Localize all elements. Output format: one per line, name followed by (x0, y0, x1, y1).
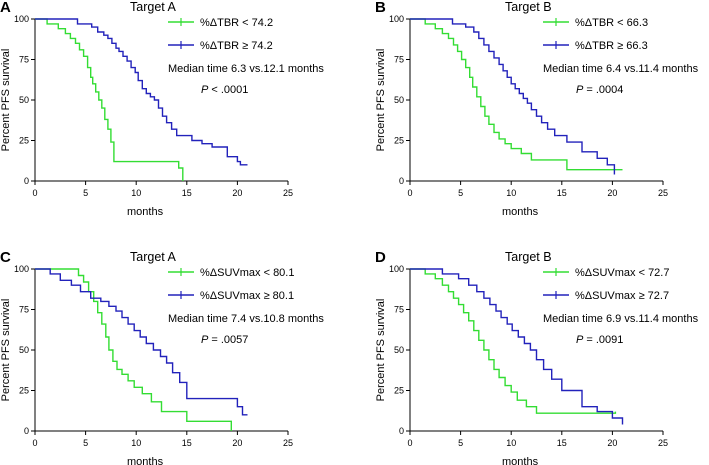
x-tick-label-b: 10 (506, 188, 516, 198)
x-tick-label-c: 5 (83, 438, 88, 448)
x-tick-label-c: 25 (283, 438, 293, 448)
y-tick-label-a: 50 (19, 95, 29, 105)
legend-label-a-2: %ΔTBR ≥ 74.2 (200, 40, 273, 52)
y-tick-label-a: 75 (19, 55, 29, 65)
panel-c: C Target A 0 5 10 15 20 25 0 25 50 75 100 months Perce… (0, 249, 324, 465)
y-axis-label-c: Percent PFS survival (0, 299, 12, 402)
x-tick-label-c: 10 (131, 438, 141, 448)
x-tick-label-d: 25 (658, 438, 668, 448)
panel-letter-c: C (0, 249, 11, 266)
y-tick-label-b: 100 (389, 14, 404, 24)
y-axis-label-d: Percent PFS survival (375, 299, 387, 402)
y-tick-label-d: 25 (394, 386, 404, 396)
median-annotation-b: Median time 6.4 vs.11.4 months (543, 63, 699, 75)
legend-label-b-2: %ΔTBR ≥ 66.3 (575, 40, 648, 52)
y-tick-label-c: 100 (14, 264, 29, 274)
y-tick-label-b: 75 (394, 55, 404, 65)
legend-label-c-2: %ΔSUVmax ≥ 80.1 (200, 290, 294, 302)
y-tick-label-c: 75 (19, 305, 29, 315)
p-value-annotation-d: P = .0091 (576, 334, 623, 346)
legend-label-a-1: %ΔTBR < 74.2 (200, 17, 273, 29)
survival-curve-a-1 (35, 18, 184, 181)
x-tick-label-d: 15 (557, 438, 567, 448)
x-tick-label-b: 0 (407, 188, 412, 198)
panel-title-c: Target A (130, 250, 177, 264)
p-value-b: = .0004 (583, 84, 623, 96)
legend-label-b-1: %ΔTBR < 66.3 (575, 17, 648, 29)
x-tick-label-c: 20 (232, 438, 242, 448)
panel-b: B Target B 0 5 10 15 20 25 0 25 50 75 100 months Perce… (375, 0, 699, 218)
survival-curve-b-1 (410, 18, 623, 171)
p-value-annotation-a: P < .0001 (201, 84, 248, 96)
y-tick-label-b: 50 (394, 95, 404, 105)
median-annotation-c: Median time 7.4 vs.10.8 months (168, 313, 324, 325)
survival-curve-d-1 (410, 268, 617, 414)
x-tick-label-a: 20 (232, 188, 242, 198)
y-tick-label-d: 0 (399, 426, 404, 436)
panel-letter-b: B (375, 0, 386, 16)
p-label-c: P (201, 334, 209, 346)
panel-d: D Target B 0 5 10 15 20 25 0 25 50 75 100 months Perce… (375, 249, 699, 465)
x-axis-label-c: months (127, 456, 164, 465)
y-tick-label-d: 75 (394, 305, 404, 315)
p-value-annotation-c: P = .0057 (201, 334, 248, 346)
panel-title-a: Target A (130, 0, 177, 14)
median-annotation-a: Median time 6.3 vs.12.1 months (168, 63, 324, 75)
panel-letter-a: A (0, 0, 11, 16)
p-value-c: = .0057 (208, 334, 248, 346)
p-label-b: P (576, 84, 584, 96)
x-tick-label-c: 15 (182, 438, 192, 448)
panel-title-b: Target B (505, 0, 552, 14)
x-tick-label-a: 10 (131, 188, 141, 198)
y-tick-label-a: 100 (14, 14, 29, 24)
p-label-d: P (576, 334, 584, 346)
x-axis-label-b: months (502, 206, 539, 218)
median-annotation-d: Median time 6.9 vs.11.4 months (543, 313, 699, 325)
panel-title-d: Target B (505, 250, 552, 264)
y-tick-label-a: 25 (19, 136, 29, 146)
p-value-a: < .0001 (208, 84, 248, 96)
x-tick-label-d: 0 (407, 438, 412, 448)
p-label-a: P (201, 84, 209, 96)
y-axis-label-b: Percent PFS survival (375, 49, 387, 152)
panel-letter-d: D (375, 249, 386, 266)
p-value-annotation-b: P = .0004 (576, 84, 623, 96)
survival-curve-d-2 (410, 268, 624, 425)
x-tick-label-c: 0 (32, 438, 37, 448)
x-axis-label-a: months (127, 206, 164, 218)
y-axis-label-a: Percent PFS survival (0, 49, 12, 152)
y-tick-label-d: 50 (394, 345, 404, 355)
survival-curve-a-2 (35, 18, 248, 166)
y-tick-label-a: 0 (24, 176, 29, 186)
legend-label-d-2: %ΔSUVmax ≥ 72.7 (575, 290, 669, 302)
y-tick-label-b: 25 (394, 136, 404, 146)
survival-curve-b-2 (410, 18, 616, 175)
x-tick-label-d: 10 (506, 438, 516, 448)
x-tick-label-a: 0 (32, 188, 37, 198)
x-tick-label-a: 5 (83, 188, 88, 198)
x-tick-label-b: 15 (557, 188, 567, 198)
y-tick-label-b: 0 (399, 176, 404, 186)
x-tick-label-b: 20 (607, 188, 617, 198)
x-tick-label-d: 20 (607, 438, 617, 448)
x-tick-label-a: 25 (283, 188, 293, 198)
x-tick-label-a: 15 (182, 188, 192, 198)
x-tick-label-b: 5 (458, 188, 463, 198)
survival-curve-c-2 (35, 268, 248, 416)
p-value-d: = .0091 (583, 334, 623, 346)
y-tick-label-c: 50 (19, 345, 29, 355)
y-tick-label-d: 100 (389, 264, 404, 274)
legend-label-c-1: %ΔSUVmax < 80.1 (200, 267, 294, 279)
y-tick-label-c: 25 (19, 386, 29, 396)
x-tick-label-d: 5 (458, 438, 463, 448)
legend-label-d-1: %ΔSUVmax < 72.7 (575, 267, 669, 279)
y-tick-label-c: 0 (24, 426, 29, 436)
x-axis-label-d: months (502, 456, 539, 465)
x-tick-label-b: 25 (658, 188, 668, 198)
panel-a: A Target A 0 5 10 15 20 25 0 25 50 75 100 months Perce… (0, 0, 324, 218)
